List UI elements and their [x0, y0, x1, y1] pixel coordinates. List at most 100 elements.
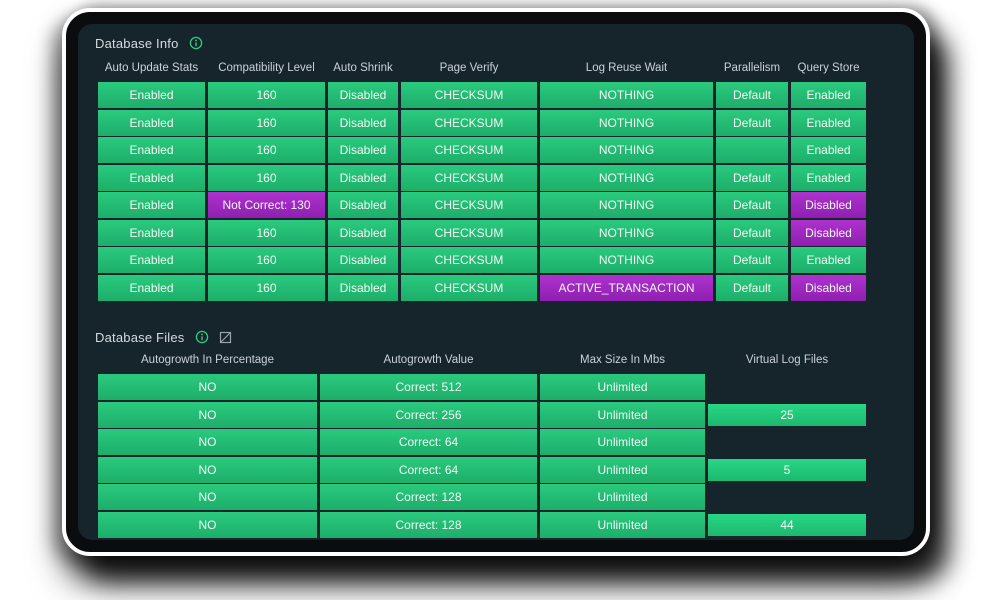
table-cell: NOTHING — [540, 247, 713, 273]
table-cell: Disabled — [328, 109, 398, 136]
table-cell: 160 — [208, 164, 325, 191]
table-header-row: Autogrowth In Percentage Autogrowth Value… — [98, 350, 866, 370]
table-cell: NO — [98, 511, 317, 538]
table-cell: Unlimited — [540, 401, 705, 428]
table-cell: ACTIVE_TRANSACTION — [540, 274, 713, 301]
table-cell: Enabled — [791, 164, 866, 191]
table-cell: Disabled — [791, 219, 866, 246]
table-cell: Enabled — [791, 109, 866, 136]
table-cell: Disabled — [328, 247, 398, 273]
panel-title-text: Database Files — [95, 329, 185, 345]
table-cell — [708, 429, 866, 455]
table-cell: 160 — [208, 82, 325, 108]
table-cell: Default — [716, 274, 788, 301]
database-files-table: Autogrowth In Percentage Autogrowth Value… — [98, 350, 866, 539]
table-cell: Unlimited — [540, 374, 705, 400]
table-cell: CHECKSUM — [401, 109, 537, 136]
table-cell: 25 — [708, 402, 866, 428]
table-row: Enabled 160 Disabled CHECKSUM NOTHING Default… — [98, 82, 866, 108]
info-icon[interactable] — [189, 36, 203, 50]
column-header: Max Size In Mbs — [580, 354, 665, 366]
table-cell: NO — [98, 429, 317, 455]
table-row: Enabled 160 Disabled CHECKSUM ACTIVE_TRANSAC… — [98, 274, 866, 301]
table-cell: Default — [716, 164, 788, 191]
database-info-table: Auto Update Stats Compatibility Level Auto… — [98, 58, 866, 302]
column-header: Virtual Log Files — [745, 354, 829, 366]
table-cell: Default — [716, 192, 788, 218]
column-header: Log Reuse Wait — [585, 62, 668, 74]
table-cell: Enabled — [98, 247, 205, 273]
table-cell: Unlimited — [540, 456, 705, 483]
table-row: NO Correct: 64 Unlimited 5 — [98, 456, 866, 483]
table-cell: 160 — [208, 274, 325, 301]
table-cell: 160 — [208, 219, 325, 246]
table-cell: Default — [716, 219, 788, 246]
database-info-title[interactable]: Database Info — [95, 34, 203, 52]
table-cell: Disabled — [328, 164, 398, 191]
table-cell: CHECKSUM — [401, 164, 537, 191]
table-cell: Enabled — [98, 192, 205, 218]
table-header-row: Auto Update Stats Compatibility Level Auto… — [98, 58, 866, 78]
column-header: Compatibility Level — [218, 62, 315, 74]
table-cell: 160 — [208, 137, 325, 163]
table-cell: Disabled — [791, 274, 866, 301]
table-cell: Disabled — [791, 192, 866, 218]
panel-title-text: Database Info — [95, 35, 179, 51]
table-cell: Enabled — [791, 247, 866, 273]
table-cell: 160 — [208, 247, 325, 273]
table-cell: Default — [716, 247, 788, 273]
table-cell: Enabled — [98, 164, 205, 191]
table-cell — [716, 137, 788, 163]
info-icon[interactable] — [195, 330, 209, 344]
table-cell: Correct: 64 — [320, 429, 537, 455]
table-cell: Correct: 64 — [320, 456, 537, 483]
table-cell: NO — [98, 401, 317, 428]
table-cell: Enabled — [98, 82, 205, 108]
table-cell: Enabled — [98, 274, 205, 301]
column-header: Autogrowth In Percentage — [141, 354, 274, 366]
table-cell: Unlimited — [540, 484, 705, 510]
table-cell: Default — [716, 109, 788, 136]
table-cell: NOTHING — [540, 164, 713, 191]
table-cell: Disabled — [328, 274, 398, 301]
database-files-title[interactable]: Database Files — [95, 328, 232, 346]
table-cell: Unlimited — [540, 429, 705, 455]
table-cell: Enabled — [98, 109, 205, 136]
table-cell: NO — [98, 484, 317, 510]
dashboard-panel: Database Info Auto Update Stats Compatibi… — [78, 24, 914, 540]
table-row: NO Correct: 64 Unlimited — [98, 429, 866, 455]
table-cell: Enabled — [98, 137, 205, 163]
device-frame: Database Info Auto Update Stats Compatibi… — [62, 8, 930, 556]
gauge-bar: 44 — [708, 513, 866, 536]
gauge-bar: 25 — [708, 403, 866, 426]
table-row: Enabled 160 Disabled CHECKSUM NOTHING Default… — [98, 219, 866, 246]
table-cell: NOTHING — [540, 82, 713, 108]
table-cell: 44 — [708, 512, 866, 538]
table-row: Enabled 160 Disabled CHECKSUM NOTHING Default… — [98, 109, 866, 136]
column-header: Parallelism — [723, 62, 781, 74]
table-cell: CHECKSUM — [401, 137, 537, 163]
column-header: Page Verify — [439, 62, 499, 74]
table-cell: 5 — [708, 457, 866, 483]
table-row: Enabled Not Correct: 130 Disabled CHECKSUM N… — [98, 192, 866, 218]
table-cell: Correct: 128 — [320, 484, 537, 510]
table-cell: NO — [98, 374, 317, 400]
table-cell: Enabled — [791, 82, 866, 108]
table-cell: Disabled — [328, 219, 398, 246]
table-row: Enabled 160 Disabled CHECKSUM NOTHING Enabled — [98, 137, 866, 163]
column-header: Auto Shrink — [333, 62, 393, 74]
table-cell: 160 — [208, 109, 325, 136]
table-cell: NOTHING — [540, 109, 713, 136]
table-cell: Disabled — [328, 137, 398, 163]
table-row: NO Correct: 128 Unlimited — [98, 484, 866, 510]
table-cell: Unlimited — [540, 511, 705, 538]
slashed-square-icon[interactable] — [219, 331, 232, 344]
gauge-bar: 5 — [708, 458, 866, 481]
table-cell: Disabled — [328, 82, 398, 108]
column-header: Auto Update Stats — [104, 62, 199, 74]
table-cell: NOTHING — [540, 219, 713, 246]
table-cell: NOTHING — [540, 137, 713, 163]
table-cell: Not Correct: 130 — [208, 192, 325, 218]
table-row: NO Correct: 256 Unlimited 25 — [98, 401, 866, 428]
